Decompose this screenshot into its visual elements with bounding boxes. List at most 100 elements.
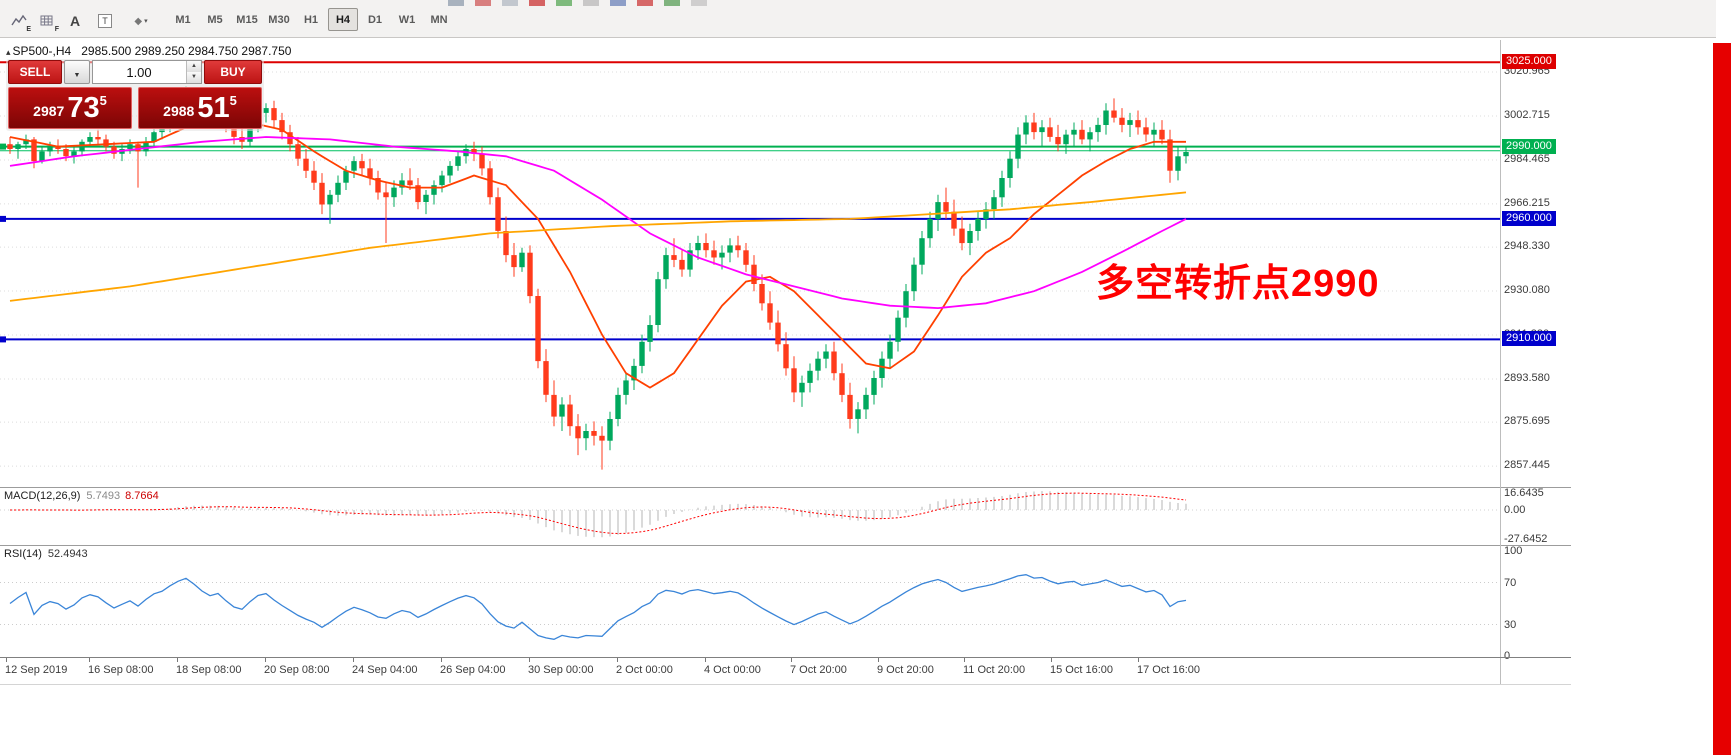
time-axis-tick [177, 658, 178, 662]
time-axis-tick [705, 658, 706, 662]
price-label: 2875.695 [1504, 415, 1550, 428]
price-label: 2966.215 [1504, 196, 1550, 209]
price-label-highlighted: 3025.000 [1502, 54, 1556, 70]
cutoff-icon-fragment [502, 0, 518, 6]
time-axis-tick [529, 658, 530, 662]
ask-prefix: 2988 [163, 103, 195, 119]
time-axis-separator [0, 657, 1571, 658]
right-edge-red-strip [1713, 43, 1731, 755]
time-axis-tick [6, 658, 7, 662]
tf-button-D1[interactable]: D1 [360, 8, 390, 31]
icon-sublabel: F [54, 26, 59, 33]
tf-button-M5[interactable]: M5 [200, 8, 230, 31]
time-axis[interactable]: 12 Sep 2019 16 Sep 08:00 18 Sep 08:00 20 Se… [0, 658, 1571, 684]
cutoff-icon-fragment [556, 0, 572, 6]
volume-increase-button[interactable]: ▲ [187, 61, 201, 72]
panel-separator[interactable] [0, 487, 1571, 488]
price-label-highlighted: 2990.000 [1502, 138, 1556, 154]
price-label: 3002.715 [1504, 108, 1550, 121]
top-toolbar: E F A T ◆ ▾ M1 M5 M15 M30 H1 H4 D1 W1 MN [0, 0, 1716, 38]
window-bottom-border [0, 684, 1571, 685]
panel-separator[interactable] [0, 545, 1571, 546]
price-scale-separator [1500, 40, 1501, 684]
chart-ohlc-header: ▴ SP500-,H4 2985.500 2989.250 2984.750 298… [6, 44, 291, 58]
macd-scale-label: 16.6435 [1504, 486, 1544, 499]
time-axis-label: 12 Sep 2019 [5, 664, 68, 676]
volume-spinner: ▲ ▼ [186, 61, 201, 83]
macd-scale-label: -27.6452 [1504, 533, 1548, 546]
time-axis-label: 18 Sep 08:00 [176, 664, 242, 676]
symbol-period-label: SP500-,H4 [12, 44, 72, 58]
main-chart-canvas[interactable] [0, 40, 1500, 488]
time-axis-label: 2 Oct 00:00 [616, 664, 673, 676]
time-axis-tick [878, 658, 879, 662]
cutoff-icon-fragment [637, 0, 653, 6]
volume-decrease-button[interactable]: ▼ [187, 72, 201, 83]
time-axis-label: 30 Sep 00:00 [528, 664, 594, 676]
volume-input[interactable] [93, 61, 185, 83]
letter-a-glyph: A [69, 13, 81, 29]
macd-title: MACD(12,26,9) 5.7493 8.7664 [4, 490, 159, 502]
macd-canvas[interactable] [0, 488, 1500, 544]
chart-annotation-text: 多空转折点2990 [1096, 263, 1380, 305]
sell-button[interactable]: SELL [8, 60, 62, 84]
rsi-scale-label: 70 [1504, 576, 1517, 589]
textbox-t-icon[interactable]: T [92, 9, 118, 33]
time-axis-tick [1138, 658, 1139, 662]
price-label-highlighted: 2960.000 [1502, 210, 1556, 226]
collapse-arrow-icon[interactable]: ▴ [6, 47, 11, 57]
time-axis-label: 17 Oct 16:00 [1137, 664, 1200, 676]
time-axis-label: 26 Sep 04:00 [440, 664, 506, 676]
ask-price-display[interactable]: 2988 51 5 [138, 87, 262, 129]
text-a-icon[interactable]: A [62, 9, 88, 33]
tf-button-M1[interactable]: M1 [168, 8, 198, 31]
macd-main-value: 5.7493 [86, 490, 121, 502]
price-label: 2857.445 [1504, 459, 1550, 472]
tf-button-H4[interactable]: H4 [328, 8, 358, 31]
chevron-down-icon: ▾ [144, 18, 148, 25]
shapes-dropdown-icon[interactable]: ◆ ▾ [124, 9, 158, 33]
icon-sublabel: E [26, 26, 31, 33]
tf-button-H1[interactable]: H1 [296, 8, 326, 31]
grid-f-icon[interactable]: F [34, 9, 60, 33]
bid-pips: 73 [67, 91, 100, 124]
trade-options-dropdown[interactable]: ▼ [64, 60, 90, 84]
time-axis-tick [265, 658, 266, 662]
ask-pips: 51 [197, 91, 230, 124]
buy-button[interactable]: BUY [204, 60, 262, 84]
time-axis-tick [441, 658, 442, 662]
volume-field: ▲ ▼ [92, 60, 202, 84]
price-label-highlighted: 2910.000 [1502, 331, 1556, 347]
macd-signal-value: 8.7664 [125, 490, 159, 502]
tf-button-MN[interactable]: MN [424, 8, 454, 31]
time-axis-tick [964, 658, 965, 662]
zigzag-chart-icon [11, 14, 27, 26]
price-scale[interactable]: 3020.965 3002.715 2984.465 2966.215 2948.330… [1501, 40, 1571, 684]
chart-e-icon[interactable]: E [6, 9, 32, 33]
time-axis-label: 24 Sep 04:00 [352, 664, 418, 676]
time-axis-label: 15 Oct 16:00 [1050, 664, 1113, 676]
ask-pipette: 5 [229, 93, 237, 108]
time-axis-tick [617, 658, 618, 662]
time-axis-tick [791, 658, 792, 662]
cutoff-icon-fragment [691, 0, 707, 6]
chevron-down-icon: ▼ [73, 71, 81, 79]
tf-button-W1[interactable]: W1 [392, 8, 422, 31]
grid-icon [40, 15, 53, 26]
time-axis-label: 20 Sep 08:00 [264, 664, 330, 676]
bid-price-display[interactable]: 2987 73 5 [8, 87, 132, 129]
price-label: 2893.580 [1504, 371, 1550, 384]
price-label: 2984.465 [1504, 152, 1550, 165]
tf-button-M30[interactable]: M30 [264, 8, 294, 31]
tf-button-M15[interactable]: M15 [232, 8, 262, 31]
one-click-trade-panel: SELL ▼ ▲ ▼ BUY 2987 73 5 2988 51 5 [6, 59, 264, 131]
time-axis-tick [353, 658, 354, 662]
price-label: 2948.330 [1504, 240, 1550, 253]
bid-prefix: 2987 [33, 103, 65, 119]
ohlc-values: 2985.500 2989.250 2984.750 2987.750 [81, 44, 292, 58]
rsi-canvas[interactable] [0, 546, 1500, 658]
time-axis-tick [1051, 658, 1052, 662]
time-axis-label: 9 Oct 20:00 [877, 664, 934, 676]
rsi-value: 52.4943 [47, 548, 88, 560]
